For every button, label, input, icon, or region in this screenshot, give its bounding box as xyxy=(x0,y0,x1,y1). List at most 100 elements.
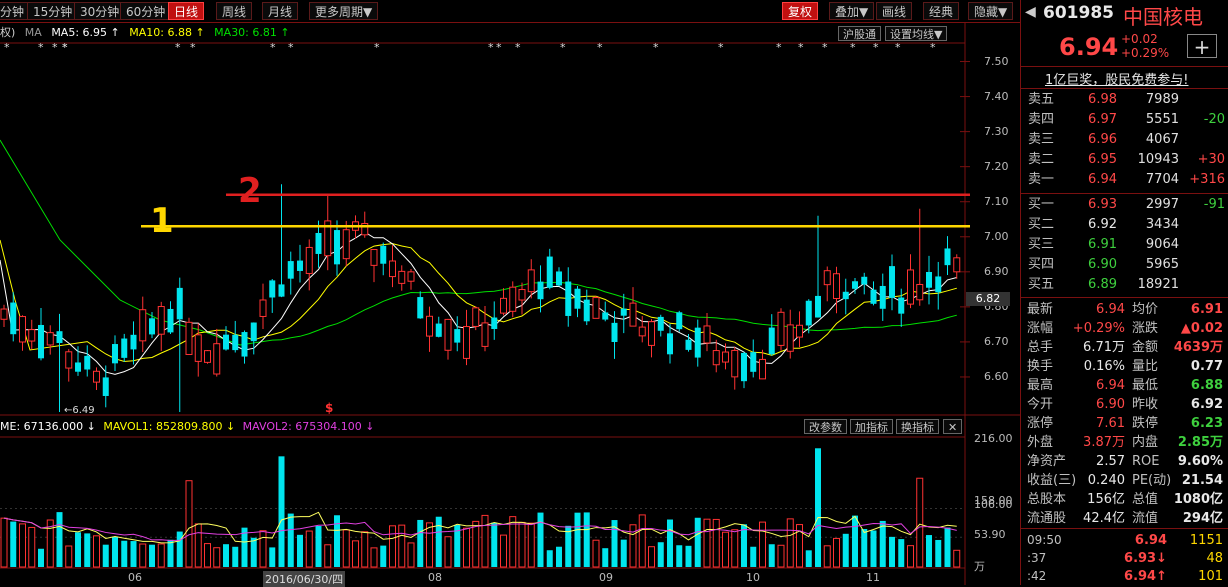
volume-bar-down xyxy=(611,520,618,567)
ask-row[interactable]: 卖一 6.94 7704 +316 xyxy=(1021,170,1228,190)
event-marker-icon[interactable]: * xyxy=(850,41,856,54)
add-indicator-button[interactable]: 加指标 xyxy=(850,419,893,434)
candle-body-down xyxy=(852,281,858,289)
candle-body-up xyxy=(46,332,54,346)
stat-value: 6.94 xyxy=(1096,378,1125,393)
stat-label-2: 金额 xyxy=(1132,340,1159,355)
event-marker-icon[interactable]: * xyxy=(62,41,68,54)
event-marker-icon[interactable]: * xyxy=(515,41,521,54)
ask-row[interactable]: 卖四 6.97 5551 -20 xyxy=(1021,110,1228,130)
event-marker-icon[interactable]: * xyxy=(62,41,68,54)
price-tick: 7.50 xyxy=(984,54,1009,68)
event-marker-icon[interactable]: * xyxy=(374,41,380,54)
price-tick: 7.10 xyxy=(984,194,1009,208)
ad-link[interactable]: 1亿巨奖，股民免费参与! xyxy=(1045,73,1189,88)
period-15min-button[interactable]: 15分钟 xyxy=(27,2,79,20)
period-30min-button[interactable]: 30分钟 xyxy=(74,2,126,20)
candle-body-down xyxy=(176,287,183,320)
volume-bar-down xyxy=(694,517,701,567)
ask-row[interactable]: 卖五 6.98 7989 xyxy=(1021,90,1228,110)
draw-line-button[interactable]: 画线 xyxy=(876,2,913,20)
event-marker-icon[interactable]: * xyxy=(175,41,181,54)
bid-label: 买三 xyxy=(1028,237,1055,252)
volume-bar-down xyxy=(898,539,905,567)
stat-label: 涨停 xyxy=(1027,416,1054,431)
market-connect-button[interactable]: 沪股通 xyxy=(838,26,881,41)
event-marker-icon[interactable]: * xyxy=(496,41,502,54)
period-1min-button[interactable]: 分钟 xyxy=(0,2,31,20)
event-marker-icon[interactable]: * xyxy=(873,41,879,54)
event-marker-icon[interactable]: * xyxy=(270,41,276,54)
bid-row[interactable]: 买三 6.91 9064 xyxy=(1021,235,1228,255)
event-marker-icon[interactable]: * xyxy=(895,41,901,54)
volume-bar-down xyxy=(842,533,849,567)
back-arrow-icon[interactable]: ◀ xyxy=(1025,4,1036,20)
kline-chart[interactable]: * * * ** * * * * * * * * * * * * * * * * * * * xyxy=(0,0,1020,585)
price-tick: 7.00 xyxy=(984,229,1009,243)
candle-body-down xyxy=(611,322,618,342)
restore-rights-button[interactable]: 复权 xyxy=(782,2,819,20)
period-60min-button[interactable]: 60分钟 xyxy=(120,2,172,20)
period-weekly-button[interactable]: 周线 xyxy=(216,2,253,20)
last-price: 6.94 xyxy=(1059,33,1119,61)
ask-row[interactable]: 卖二 6.95 10943 +30 xyxy=(1021,150,1228,170)
bid-row[interactable]: 买一 6.93 2997 -91 xyxy=(1021,195,1228,215)
candle-body-up xyxy=(389,260,396,278)
candle-body-down xyxy=(935,276,942,293)
stat-label: 换手 xyxy=(1027,359,1054,374)
event-marker-icon[interactable]: * xyxy=(653,41,659,54)
candle-body-up xyxy=(361,222,369,236)
bid-row[interactable]: 买二 6.92 3434 xyxy=(1021,215,1228,235)
stat-value-2: 294亿 xyxy=(1182,511,1223,526)
candle-body-down xyxy=(167,308,174,333)
period-daily-button[interactable]: 日线 xyxy=(168,2,205,20)
stat-row: 收益(三) 0.240 PE(动) 21.54 xyxy=(1021,471,1228,490)
candle-body-down xyxy=(250,322,257,342)
mavol2-line xyxy=(3,517,957,541)
event-marker-icon[interactable]: * xyxy=(488,41,494,54)
period-monthly-button[interactable]: 月线 xyxy=(262,2,299,20)
candle-body-up xyxy=(703,325,711,344)
edit-params-button[interactable]: 改参数 xyxy=(804,419,847,434)
bid-volume: 5965 xyxy=(1145,257,1179,272)
event-marker-icon[interactable]: * xyxy=(822,41,828,54)
price-tick: 7.40 xyxy=(984,89,1009,103)
classic-button[interactable]: 经典 xyxy=(923,2,960,20)
event-marker-icon[interactable]: * xyxy=(930,41,936,54)
date-tick: 06 xyxy=(128,571,142,584)
candle-body-down xyxy=(741,352,747,382)
event-marker-icon[interactable]: * xyxy=(38,41,44,54)
ask-row[interactable]: 卖三 6.96 4067 xyxy=(1021,130,1228,150)
more-periods-dropdown[interactable]: 更多周期▼ xyxy=(309,2,379,20)
bid-row[interactable]: 买五 6.89 18921 xyxy=(1021,275,1228,295)
volume-bar-down xyxy=(10,521,17,567)
event-marker-icon[interactable]: * xyxy=(4,41,10,54)
ask-price: 6.98 xyxy=(1088,92,1117,107)
event-marker-icon[interactable]: * xyxy=(718,41,724,54)
event-marker-icon[interactable]: * xyxy=(597,41,603,54)
date-tick: 11 xyxy=(866,571,880,584)
add-watchlist-button[interactable]: + xyxy=(1187,34,1217,59)
ma5-value: MA5: 6.95 ↑ xyxy=(51,26,120,39)
hide-dropdown[interactable]: 隐藏▼ xyxy=(968,2,1014,20)
candle-body-up xyxy=(629,302,637,327)
ma5-line xyxy=(0,231,957,375)
dividend-mark[interactable]: $ xyxy=(325,401,334,415)
event-marker-icon[interactable]: * xyxy=(288,41,294,54)
event-marker-icon[interactable]: * xyxy=(776,41,782,54)
event-marker-icon[interactable]: * xyxy=(190,41,196,54)
volume-bar-down xyxy=(944,527,951,567)
bid-change: -91 xyxy=(1203,197,1225,212)
close-indicator-icon[interactable]: ✕ xyxy=(943,419,963,434)
event-marker-icon[interactable]: * xyxy=(52,41,58,54)
event-marker-icon[interactable]: * xyxy=(798,41,804,54)
ask-volume: 7704 xyxy=(1145,172,1179,187)
candle-body-down xyxy=(879,285,886,309)
event-marker-icon[interactable]: * xyxy=(560,41,566,54)
ma-settings-button[interactable]: 设置均线▼ xyxy=(885,26,948,41)
switch-indicator-button[interactable]: 换指标 xyxy=(896,419,939,434)
overlay-dropdown[interactable]: 叠加▼ xyxy=(829,2,875,20)
stat-label-2: 流值 xyxy=(1132,511,1159,526)
bid-row[interactable]: 买四 6.90 5965 xyxy=(1021,255,1228,275)
candle-body-down xyxy=(602,312,609,320)
